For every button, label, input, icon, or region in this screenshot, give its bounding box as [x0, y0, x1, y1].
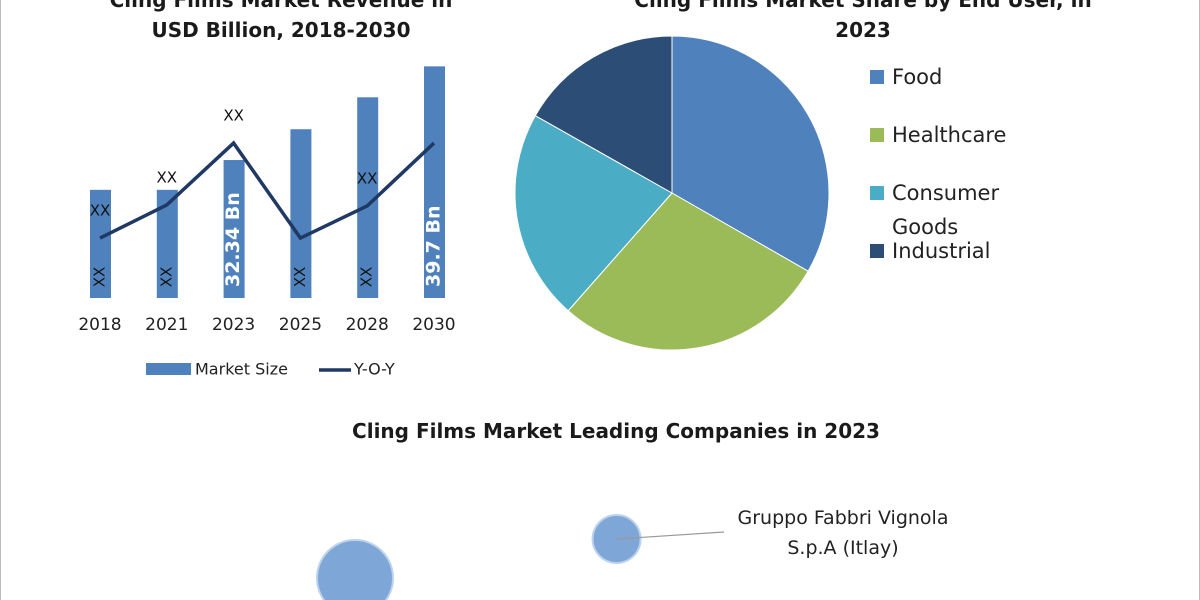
line-value-label: XX: [357, 169, 378, 187]
pie-slice: [671, 35, 830, 272]
legend-swatch: [870, 244, 884, 258]
x-tick-label: 2030: [412, 315, 455, 335]
legend-swatch: [870, 128, 884, 142]
legend-label: Market Size: [195, 360, 288, 379]
line-value-label: XX: [157, 168, 178, 186]
x-tick-label: 2028: [346, 315, 389, 335]
bar-value-label: XX: [157, 267, 175, 288]
line-value-label: XX: [223, 107, 244, 125]
bar: [156, 189, 178, 298]
legend-label: Food: [892, 65, 943, 89]
legend-label: Healthcare: [892, 123, 1007, 147]
bar: [90, 189, 111, 298]
companies-title: Cling Films Market Leading Companies in …: [352, 419, 880, 443]
legend-swatch: [146, 363, 191, 375]
x-tick-label: 2023: [212, 315, 255, 335]
bubble: [316, 539, 394, 600]
x-tick-label: 2025: [279, 315, 322, 335]
bar: [424, 66, 445, 298]
bar-value-label: XX: [291, 267, 309, 288]
revenue-title: Cling Films Market Revenue in USD Billio…: [109, 0, 453, 42]
bar: [357, 97, 379, 298]
bar-value-label: 39.7 Bn: [423, 205, 445, 287]
bar-value-label: 32.34 Bn: [222, 192, 244, 287]
connector: [616, 531, 725, 540]
bar-value-label: XX: [91, 267, 109, 288]
bar: [290, 129, 312, 298]
legend-label: Consumer Goods: [892, 181, 1000, 239]
line-value-label: XX: [90, 202, 111, 220]
pie-slice: [534, 35, 673, 194]
pie-slice: [567, 192, 809, 351]
legend-swatch: [870, 70, 884, 84]
company-label: Gruppo Fabbri Vignola S.p.A (Itlay): [737, 507, 949, 559]
line: [99, 140, 436, 241]
legend-swatch: [870, 186, 884, 200]
x-tick-label: 2021: [145, 315, 188, 335]
pie-title: Cling Films Market Share by End User, in…: [634, 0, 1092, 42]
bar: [223, 160, 245, 298]
bar-value-label: XX: [358, 267, 376, 288]
legend-label: Industrial: [892, 239, 991, 263]
x-tick-label: 2018: [78, 315, 121, 335]
legend-label: Y-O-Y: [353, 360, 395, 379]
pie-slice: [514, 114, 673, 312]
